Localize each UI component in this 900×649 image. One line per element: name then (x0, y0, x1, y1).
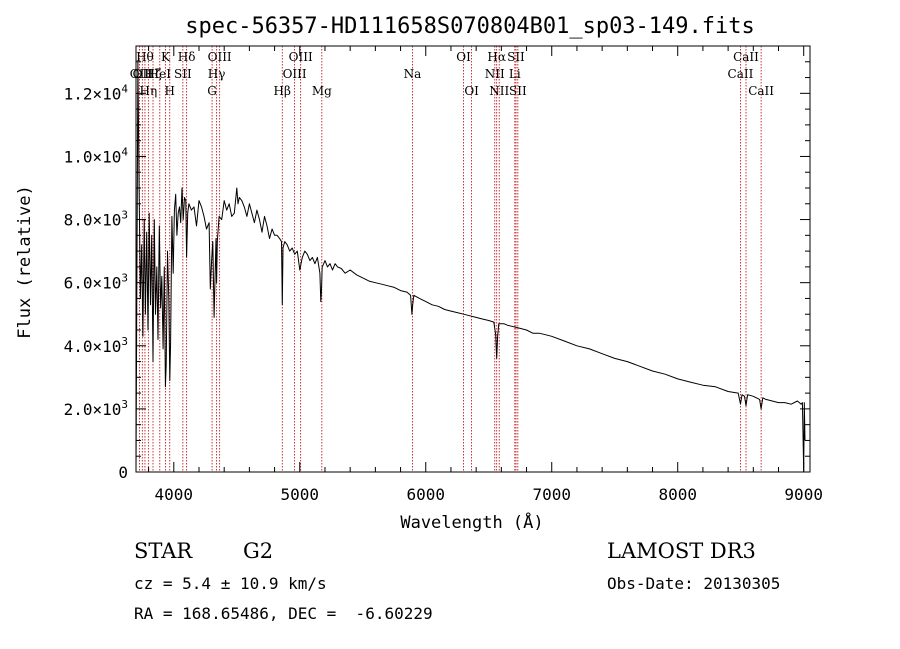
line-mark-label-25: SII (509, 84, 527, 98)
line-mark-label-21: Hα (487, 50, 506, 64)
line-mark-label-4: Hζ (145, 67, 162, 81)
spectrum-line (135, 61, 806, 473)
line-mark-label-23: Li (509, 67, 521, 81)
chart-title: spec-56357-HD111658S070804B01_sp03-149.f… (185, 14, 755, 39)
line-mark-label-11: Hγ (208, 67, 226, 81)
line-marks (139, 46, 762, 472)
x-tick-label-4: 8000 (658, 485, 697, 504)
y-tick-label-6: 1.2×104 (64, 82, 129, 103)
line-mark-label-18: OI (456, 50, 471, 64)
x-tick-label-3: 7000 (532, 485, 571, 504)
plot-area (135, 45, 811, 473)
line-mark-label-3: Hη (140, 84, 158, 98)
line-mark-label-17: Na (404, 67, 422, 81)
line-mark-label-15: OIII (289, 50, 313, 64)
line-mark-label-16: Mg (312, 84, 332, 98)
x-tick-label-0: 4000 (155, 485, 194, 504)
y-tick-label-1: 2.0×103 (64, 398, 128, 419)
x-axis: 4000 5000 6000 7000 8000 9000 (148, 46, 823, 504)
y-tick-label-3: 6.0×103 (64, 272, 128, 293)
x-tick-label-2: 6000 (406, 485, 445, 504)
line-mark-label-24: SII (507, 50, 525, 64)
line-mark-label-22: NII (489, 84, 509, 98)
line-mark-label-14: OIII (283, 67, 307, 81)
y-axis: 0 2.0×103 4.0×103 6.0×103 8.0×103 1.0×104 1.2×… (64, 61, 810, 482)
y-tick-label-2: 4.0×103 (64, 335, 128, 356)
object-class: STAR (134, 539, 193, 563)
coordinates: RA = 168.65486, DEC = -6.60229 (134, 604, 433, 623)
line-mark-label-9: Hδ (178, 50, 196, 64)
y-axis-label: Flux (relative) (15, 185, 35, 339)
line-mark-label-2: Hθ (136, 50, 154, 64)
line-mark-label-13: Hβ (274, 84, 291, 98)
line-mark-label-7: H (165, 84, 175, 98)
line-mark-labels: OIIOIIHθHηHζHeIKHSIIHδGHγOIIIHβOIIIOIIIM… (130, 50, 775, 98)
x-tick-label-1: 5000 (281, 485, 320, 504)
y-tick-label-0: 0 (118, 463, 128, 482)
line-mark-label-27: CaII (733, 50, 759, 64)
redshift-value: cz = 5.4 ± 10.9 km/s (134, 574, 327, 593)
obs-date: Obs-Date: 20130305 (607, 574, 781, 593)
y-tick-label-4: 8.0×103 (64, 209, 128, 230)
line-mark-label-6: K (161, 50, 171, 64)
survey-name: LAMOST DR3 (607, 539, 756, 563)
x-tick-label-5: 9000 (784, 485, 823, 504)
subclass: G2 (243, 539, 274, 563)
line-mark-label-10: G (207, 84, 217, 98)
line-mark-label-12: OIII (208, 50, 232, 64)
x-axis-label: Wavelength (Å) (400, 511, 543, 533)
line-mark-label-19: OI (464, 84, 479, 98)
line-mark-label-26: CaII (728, 67, 754, 81)
line-mark-label-28: CaII (748, 84, 774, 98)
line-mark-label-20: NII (485, 67, 505, 81)
y-tick-label-5: 1.0×104 (64, 145, 129, 166)
line-mark-label-8: SII (174, 67, 192, 81)
line-mark-label-0: OII (130, 67, 150, 81)
line-mark-label-5: HeI (149, 67, 172, 81)
